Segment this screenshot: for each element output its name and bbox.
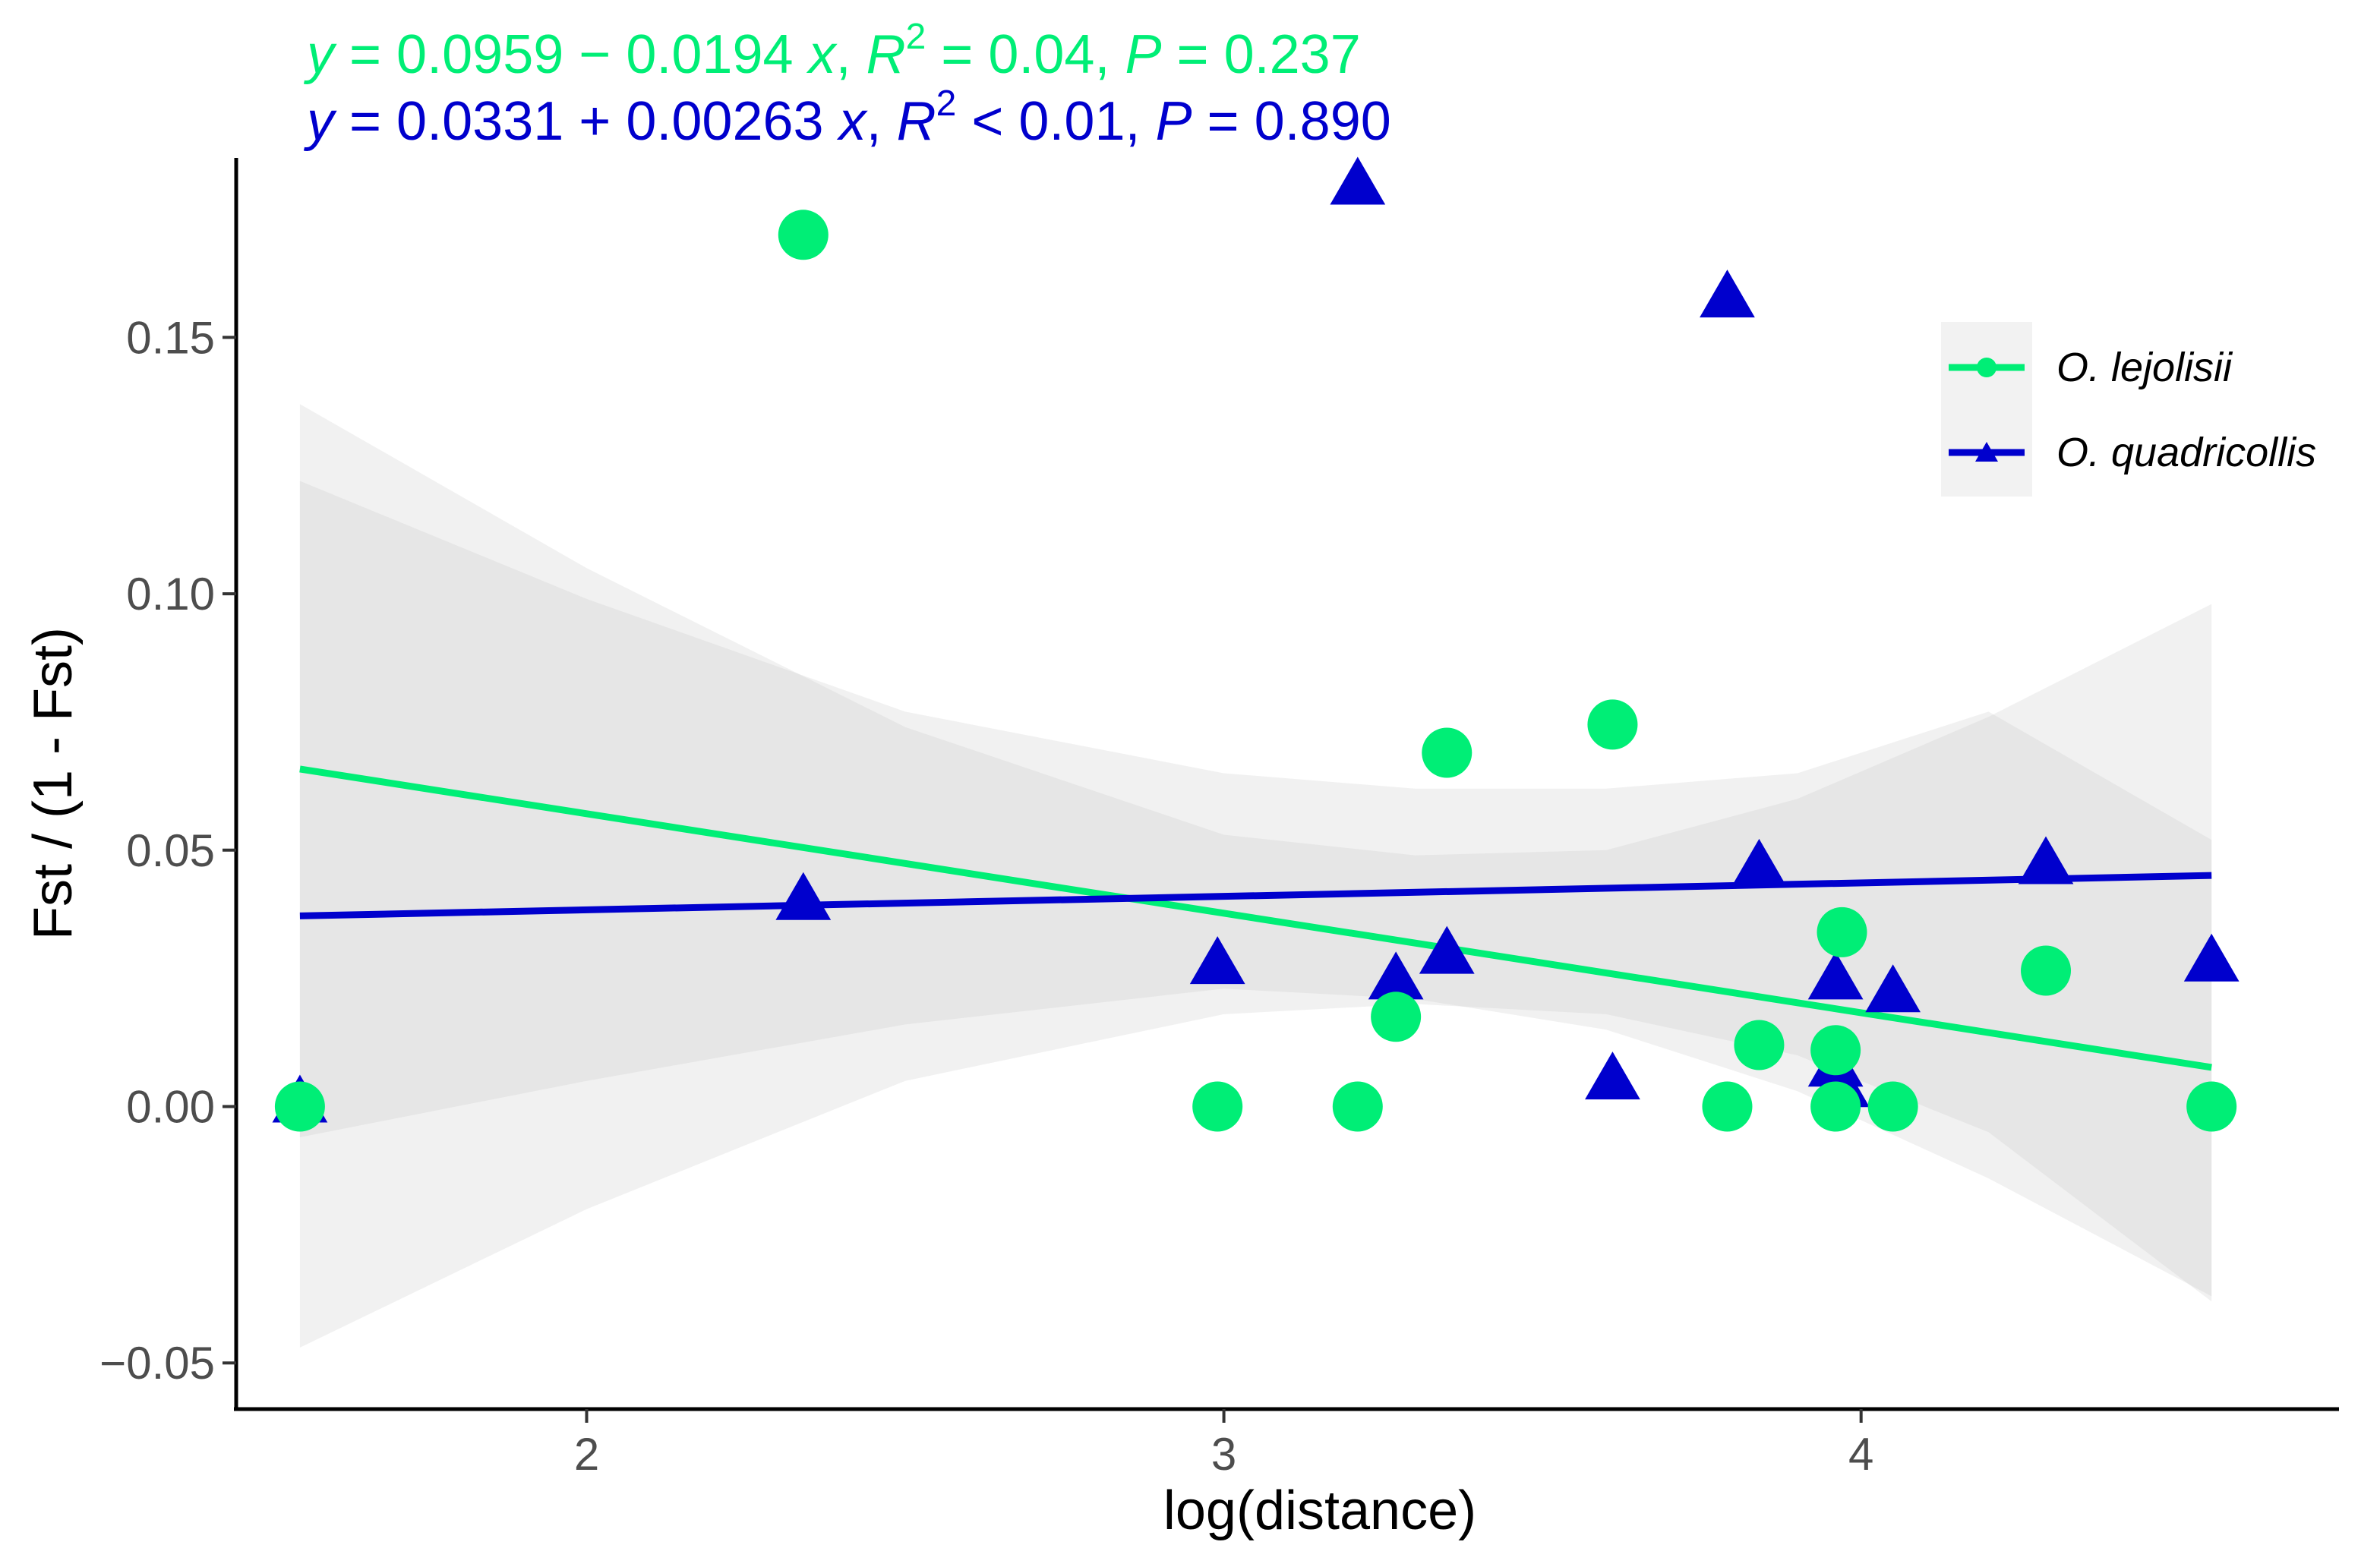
equation-lejolisii-y: y: [303, 24, 337, 85]
point-lejolisii-9: [1810, 1081, 1861, 1132]
equation-lejolisii-r-exp: 2: [906, 17, 926, 57]
point-lejolisii-6: [1587, 699, 1638, 750]
point-lejolisii-10: [1810, 1025, 1861, 1076]
point-quadricollis-4: [1368, 951, 1424, 1000]
x-tick-label-2: 4: [1848, 1429, 1873, 1480]
equation-lejolisii-p-rhs: = 0.237: [1162, 24, 1361, 85]
point-lejolisii-3: [1332, 1081, 1383, 1132]
legend-background: [1941, 322, 2032, 497]
equation-quadricollis: y = 0.0331 + 0.00263 x, R2 < 0.01, P = 0…: [303, 84, 1391, 152]
fit-line-quadricollis: [299, 872, 2212, 919]
legend-key-lejolisii-marker: [1977, 358, 1996, 377]
legend-label-quadricollis: O. quadricollis: [2056, 430, 2316, 475]
point-lejolisii-8: [1734, 1020, 1785, 1070]
equation-lejolisii-p: P: [1125, 24, 1161, 85]
equation-lejolisii-rhs: = 0.0959 − 0.0194: [334, 24, 809, 85]
y-axis-title: Fst / (1 - Fst): [23, 627, 84, 940]
point-quadricollis-3: [1330, 156, 1386, 205]
equation-quadricollis-r-rhs: < 0.01,: [956, 91, 1155, 152]
point-lejolisii-1: [778, 210, 829, 260]
point-lejolisii-12: [1867, 1081, 1918, 1132]
confidence-bands: [299, 404, 2212, 1348]
equation-quadricollis-r-exp: 2: [936, 84, 957, 124]
point-quadricollis-5: [1419, 925, 1475, 974]
x-tick-label-1: 3: [1211, 1429, 1236, 1480]
y-tick-label-1: 0.00: [126, 1082, 215, 1133]
x-axis-title: log(distance): [1163, 1480, 1476, 1541]
point-quadricollis-8: [1731, 838, 1787, 887]
point-lejolisii-0: [274, 1081, 325, 1132]
axis-ticks: 2 3 4 −0.05 0.00 0.05 0.10 0.15: [99, 312, 1873, 1480]
point-lejolisii-2: [1192, 1081, 1243, 1132]
equation-quadricollis-p-rhs: = 0.890: [1192, 91, 1391, 152]
equation-lejolisii-r-rhs: = 0.04,: [926, 24, 1125, 85]
equation-quadricollis-y: y: [303, 91, 337, 152]
equation-lejolisii: y = 0.0959 − 0.0194 x, R2 = 0.04, P = 0.…: [303, 17, 1361, 85]
equation-quadricollis-rhs: = 0.0331 + 0.00263: [334, 91, 839, 152]
point-quadricollis-6: [1585, 1051, 1640, 1100]
equation-quadricollis-p: P: [1156, 91, 1192, 152]
ci-band-lejolisii: [299, 404, 2212, 1297]
point-lejolisii-5: [1422, 727, 1473, 778]
point-quadricollis-12: [1865, 964, 1921, 1013]
y-tick-label-0: −0.05: [99, 1338, 215, 1389]
point-lejolisii-7: [1702, 1081, 1753, 1132]
point-quadricollis-13: [2018, 836, 2074, 884]
point-quadricollis-9: [1807, 951, 1864, 1000]
y-tick-label-4: 0.15: [126, 312, 215, 363]
point-quadricollis-2: [1189, 936, 1245, 985]
legend: O. lejolisii O. quadricollis: [1941, 322, 2316, 497]
fit-line-lejolisii: [299, 765, 2212, 1071]
y-tick-label-3: 0.10: [126, 569, 215, 620]
point-lejolisii-13: [2021, 945, 2072, 996]
legend-key-quadricollis-marker: [1975, 442, 1998, 462]
ci-band-quadricollis: [299, 481, 2212, 1348]
equation-quadricollis-r: R: [897, 91, 936, 152]
point-lejolisii-11: [1817, 906, 1867, 957]
y-tick-label-2: 0.05: [126, 825, 215, 876]
legend-label-lejolisii: O. lejolisii: [2056, 345, 2233, 390]
data-points: [272, 156, 2240, 1132]
equation-quadricollis-x: x: [837, 91, 869, 152]
point-lejolisii-4: [1371, 992, 1422, 1042]
x-tick-label-0: 2: [574, 1429, 599, 1480]
fit-lines: [299, 765, 2212, 1071]
point-quadricollis-1: [775, 872, 832, 920]
equation-lejolisii-x: x: [806, 24, 838, 85]
point-quadricollis-7: [1700, 270, 1755, 318]
point-lejolisii-14: [2186, 1081, 2237, 1132]
point-quadricollis-14: [2183, 933, 2240, 982]
equation-lejolisii-r: R: [866, 24, 906, 85]
